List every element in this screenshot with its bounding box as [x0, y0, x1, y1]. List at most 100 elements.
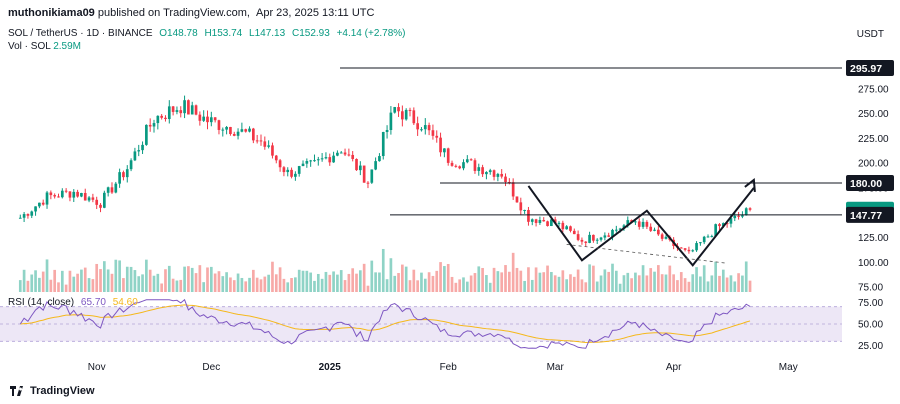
volume-bar: [599, 275, 603, 292]
candle-body: [683, 248, 687, 250]
volume-bar: [691, 274, 695, 292]
volume-bar: [156, 273, 160, 292]
volume-bar: [603, 269, 607, 292]
volume-bar: [99, 269, 102, 292]
candle-body: [106, 187, 110, 193]
currency-label: USDT: [856, 29, 884, 40]
volume-bar: [710, 275, 714, 292]
volume-bar: [435, 270, 439, 292]
candle-body: [160, 115, 163, 118]
volume-bar: [286, 282, 290, 292]
volume-bar: [263, 276, 267, 292]
rsi-value: 65.70: [80, 297, 106, 308]
volume-bar: [687, 281, 691, 292]
candle-body: [198, 114, 202, 121]
rsi-ma-value: 54.60: [112, 297, 138, 308]
volume-bar: [137, 276, 141, 292]
volume-bar: [530, 279, 534, 292]
candle-body: [183, 100, 186, 114]
volume-bar: [511, 252, 515, 292]
candle-body: [534, 219, 538, 223]
candle-body: [148, 124, 152, 127]
candle-body: [145, 124, 148, 145]
volume-bar: [695, 267, 698, 292]
volume-bar: [523, 280, 526, 292]
ohlc-low: L147.13: [249, 28, 286, 39]
candle-body: [103, 192, 106, 208]
rsi-label-text: RSI (14, close): [8, 297, 75, 308]
volume-bar: [274, 274, 278, 292]
candle-body: [637, 221, 641, 227]
volume-bar: [267, 274, 270, 292]
volume-bar: [420, 272, 423, 292]
volume-bar: [737, 273, 740, 292]
volume-bar: [389, 258, 393, 292]
candle-body: [26, 214, 30, 216]
candle-body: [209, 117, 213, 123]
candle-body: [630, 220, 633, 223]
volume-info: Vol · SOL 2.59M: [8, 41, 81, 52]
tradingview-logo[interactable]: TradingView: [10, 385, 95, 397]
volume-label: Vol · SOL: [8, 41, 51, 52]
volume-bar: [53, 269, 57, 292]
candle-body: [34, 206, 37, 212]
candle-body: [385, 129, 389, 133]
candle-body: [546, 221, 549, 227]
volume-bar: [374, 272, 377, 292]
rsi-tick-label: 25.00: [858, 341, 883, 352]
volume-bar: [427, 272, 431, 292]
candle-body: [187, 100, 190, 115]
volume-value: 2.59M: [53, 41, 82, 52]
volume-bar: [194, 273, 198, 292]
candle-body: [660, 234, 664, 239]
volume-bar: [240, 277, 244, 292]
ohlc-close: C152.93: [291, 28, 330, 39]
candle-body: [297, 166, 301, 174]
volume-bar: [718, 275, 721, 292]
candle-body: [553, 219, 557, 224]
candle-body: [412, 110, 416, 124]
volume-bar: [305, 270, 309, 292]
candle-body: [599, 237, 603, 240]
volume-bar: [744, 261, 748, 292]
volume-bar: [114, 259, 118, 292]
candle-body: [213, 117, 217, 121]
volume-bar: [668, 265, 672, 292]
tradingview-brand: TradingView: [30, 385, 95, 397]
candle-body: [439, 137, 442, 153]
candle-body: [68, 191, 72, 198]
candle-body: [316, 159, 320, 161]
volume-bar: [725, 277, 729, 292]
volume-bar: [148, 269, 152, 292]
volume-bar: [202, 282, 206, 292]
volume-bar: [630, 278, 633, 292]
candle-body: [362, 165, 366, 183]
candle-body: [267, 145, 270, 147]
candle-body: [626, 220, 630, 226]
candle-body: [504, 176, 507, 183]
candle-body: [175, 110, 179, 112]
candle-body: [481, 167, 484, 175]
candle-body: [588, 234, 591, 243]
volume-bar: [592, 265, 595, 292]
volume-bar: [355, 273, 358, 292]
volume-bar: [309, 272, 312, 292]
candle-body: [492, 170, 496, 177]
candle-body: [343, 152, 347, 155]
volume-bar: [534, 267, 538, 292]
candle-body: [225, 126, 228, 130]
volume-bar: [259, 279, 263, 292]
candle-body: [80, 192, 83, 197]
x-tick-label: Dec: [202, 362, 220, 373]
rsi-tick-label: 50.00: [858, 320, 883, 331]
volume-bar: [450, 276, 454, 292]
candle-body: [274, 155, 278, 161]
volume-bar: [622, 275, 626, 292]
candle-body: [458, 166, 462, 169]
volume-bar: [87, 278, 91, 292]
candle-body: [122, 172, 125, 178]
candle-body: [378, 156, 381, 162]
candle-body: [530, 219, 534, 222]
candle-body: [370, 169, 374, 183]
volume-bar: [679, 272, 683, 292]
